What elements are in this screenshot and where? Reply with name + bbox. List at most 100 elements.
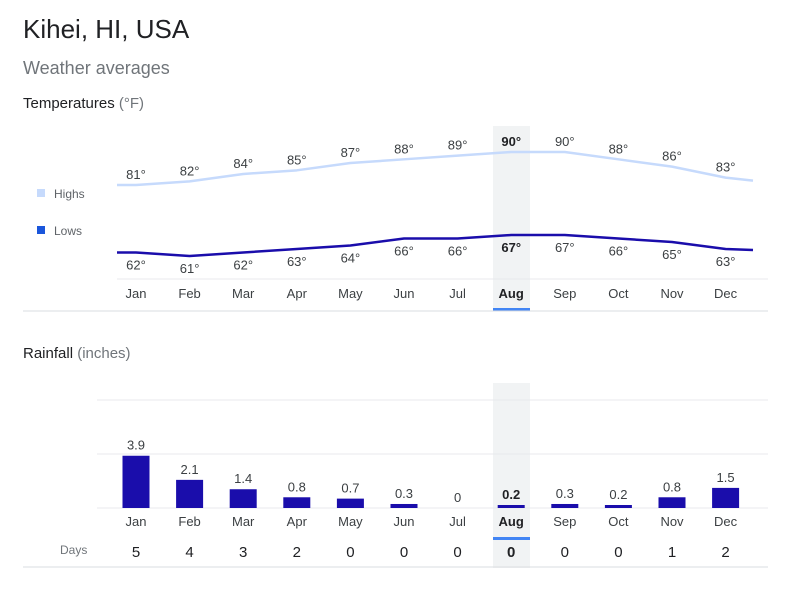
rainfall-bar xyxy=(604,505,632,508)
temperatures-label: Temperatures xyxy=(23,95,115,112)
temperatures-unit: (°F) xyxy=(118,95,145,112)
temperature-month-tick: Mar xyxy=(232,286,255,301)
highs-data-label: 88° xyxy=(609,141,629,156)
highs-data-label: 90° xyxy=(555,134,575,149)
rainfall-month-tick: Mar xyxy=(232,514,255,529)
temperature-month-tick: Jan xyxy=(126,286,147,301)
rainfall-data-label: 2.1 xyxy=(181,462,199,477)
rainfall-bar xyxy=(176,479,204,508)
rainfall-data-label: 0.3 xyxy=(556,486,574,501)
rainfall-bar xyxy=(229,489,257,508)
rain-days-value: 0 xyxy=(561,544,569,561)
highs-data-label: 86° xyxy=(662,149,682,164)
rainfall-data-label: 0.8 xyxy=(288,479,306,494)
rainfall-data-label: 0.7 xyxy=(341,481,359,496)
rainfall-bar xyxy=(390,503,418,508)
lows-data-label: 62° xyxy=(233,258,253,273)
selected-month-underline-temperature xyxy=(493,308,530,311)
rainfall-month-tick: Jan xyxy=(126,514,147,529)
days-label: Days xyxy=(60,543,87,557)
lows-data-label: 64° xyxy=(341,251,361,266)
highs-data-label: 81° xyxy=(126,167,146,182)
rainfall-month-tick: Jun xyxy=(394,514,415,529)
highs-data-label: 84° xyxy=(233,156,253,171)
rainfall-label: Rainfall xyxy=(23,345,74,362)
temperature-month-tick: Aug xyxy=(499,286,524,301)
lows-data-label: 63° xyxy=(716,254,736,269)
rainfall-month-tick: Oct xyxy=(608,514,629,529)
rainfall-data-label: 3.9 xyxy=(127,438,145,453)
rainfall-bar xyxy=(658,497,686,508)
rainfall-data-label: 1.4 xyxy=(234,471,252,486)
selected-month-highlight-rainfall xyxy=(493,383,530,568)
rainfall-month-tick: Jul xyxy=(449,514,466,529)
rainfall-month-tick: Feb xyxy=(178,514,200,529)
rainfall-month-tick: May xyxy=(338,514,363,529)
highs-data-label: 90° xyxy=(501,134,521,149)
rainfall-month-tick: Nov xyxy=(660,514,684,529)
legend-highs-swatch xyxy=(37,189,45,197)
rain-days-value: 2 xyxy=(293,544,301,561)
temperature-month-tick: Jul xyxy=(449,286,466,301)
lows-data-label: 61° xyxy=(180,261,200,276)
temperature-month-tick: Oct xyxy=(608,286,629,301)
rainfall-unit: (inches) xyxy=(77,345,131,362)
rainfall-month-tick: Apr xyxy=(287,514,308,529)
temperature-month-tick: Apr xyxy=(287,286,308,301)
rainfall-bar xyxy=(122,455,150,508)
lows-data-label: 65° xyxy=(662,247,682,262)
highs-data-label: 88° xyxy=(394,141,414,156)
rainfall-month-tick: Dec xyxy=(714,514,738,529)
rainfall-data-label: 0.2 xyxy=(502,487,520,502)
temperature-month-tick: Feb xyxy=(178,286,200,301)
rain-days-value: 5 xyxy=(132,544,140,561)
rainfall-bar xyxy=(551,503,579,508)
lows-data-label: 66° xyxy=(394,244,414,259)
lows-data-label: 63° xyxy=(287,254,307,269)
rainfall-bar xyxy=(283,497,311,508)
rainfall-bar xyxy=(336,498,364,508)
location-title: Kihei, HI, USA xyxy=(23,14,190,44)
lows-data-label: 66° xyxy=(609,244,629,259)
highs-line xyxy=(117,150,754,187)
lows-data-label: 67° xyxy=(555,240,575,255)
temperature-month-tick: Dec xyxy=(714,286,738,301)
temperatures-heading: Temperatures (°F) xyxy=(23,95,144,112)
rainfall-data-label: 0.3 xyxy=(395,486,413,501)
highs-data-label: 85° xyxy=(287,152,307,167)
legend-highs-label: Highs xyxy=(54,187,85,201)
rain-days-value: 4 xyxy=(185,544,193,561)
rain-days-value: 1 xyxy=(668,544,676,561)
temperature-month-tick: May xyxy=(338,286,363,301)
rainfall-data-label: 1.5 xyxy=(717,470,735,485)
temperature-chart: 81° 62° Jan 82° 61° Feb 84° 62° Mar 85° 63° Apr 87° 6… xyxy=(117,134,754,301)
rainfall-month-tick: Sep xyxy=(553,514,576,529)
highs-data-label: 82° xyxy=(180,163,200,178)
rainfall-data-label: 0.8 xyxy=(663,479,681,494)
rain-days-value: 3 xyxy=(239,544,247,561)
rainfall-heading: Rainfall (inches) xyxy=(23,345,131,362)
temperature-month-tick: Sep xyxy=(553,286,576,301)
legend-lows-swatch xyxy=(37,226,45,234)
rainfall-data-label: 0.2 xyxy=(609,487,627,502)
lows-data-label: 67° xyxy=(501,240,521,255)
temperature-month-tick: Jun xyxy=(394,286,415,301)
lows-data-label: 66° xyxy=(448,244,468,259)
temperature-month-tick: Nov xyxy=(660,286,684,301)
selected-month-underline-rainfall xyxy=(493,537,530,540)
rainfall-bar xyxy=(712,487,740,508)
rainfall-bar xyxy=(497,505,525,508)
legend-lows-label: Lows xyxy=(54,224,82,238)
highs-data-label: 87° xyxy=(341,145,361,160)
highs-data-label: 89° xyxy=(448,138,468,153)
rainfall-month-tick: Aug xyxy=(499,514,524,529)
rain-days-value: 0 xyxy=(507,544,515,561)
page-subtitle: Weather averages xyxy=(23,58,170,78)
rainfall-data-label: 0 xyxy=(454,490,461,505)
rain-days-value: 0 xyxy=(614,544,622,561)
rain-days-value: 0 xyxy=(346,544,354,561)
lows-line xyxy=(117,233,754,258)
rain-days-value: 0 xyxy=(400,544,408,561)
highs-data-label: 83° xyxy=(716,160,736,175)
rain-days-value: 0 xyxy=(453,544,461,561)
